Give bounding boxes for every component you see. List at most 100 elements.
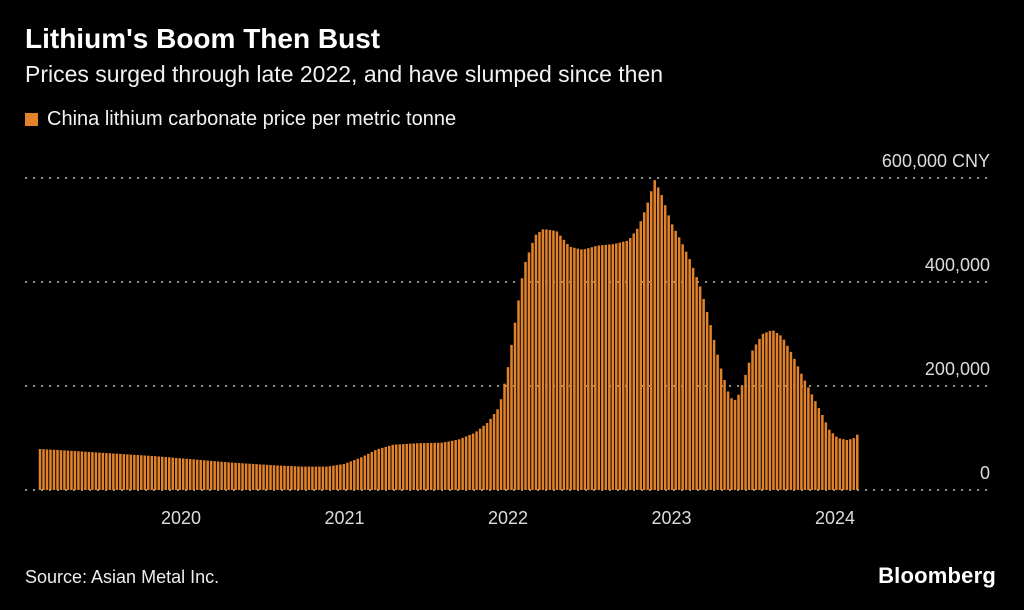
price-bar: [216, 461, 220, 490]
price-bar: [517, 300, 520, 490]
price-bar: [374, 450, 377, 490]
price-bar: [545, 229, 548, 490]
price-bar: [91, 452, 94, 490]
price-bar: [719, 368, 723, 490]
price-bar: [705, 311, 709, 490]
price-bar: [580, 249, 583, 490]
price-bar: [684, 251, 688, 490]
price-bar: [573, 247, 576, 490]
price-bar: [318, 466, 321, 490]
price-bar: [485, 423, 489, 490]
price-bar: [181, 458, 185, 490]
price-bar: [419, 443, 422, 490]
price-bar: [174, 457, 178, 490]
price-bar: [147, 455, 150, 490]
price-bar: [258, 464, 262, 490]
price-bar: [433, 442, 436, 490]
price-bar: [503, 383, 506, 490]
price-bar: [401, 444, 405, 490]
legend-swatch-icon: [25, 113, 38, 126]
price-bar: [761, 333, 765, 490]
price-bar: [726, 391, 730, 490]
price-bar: [782, 339, 786, 490]
price-bar: [789, 351, 793, 490]
price-bar: [356, 458, 360, 490]
price-bar: [178, 458, 181, 490]
price-bar: [311, 466, 314, 490]
price-bar: [391, 444, 395, 490]
price-bar: [475, 431, 478, 490]
price-bar: [237, 463, 241, 490]
price-bar: [202, 460, 206, 490]
price-bar: [831, 433, 835, 490]
price-bar: [426, 442, 429, 490]
price-bar: [300, 466, 304, 490]
price-bar: [838, 438, 842, 490]
price-bar: [552, 230, 555, 490]
price-bar: [332, 465, 335, 490]
price-bar: [213, 461, 216, 490]
price-bar: [723, 380, 726, 490]
price-bar: [398, 444, 402, 490]
price-bars: [38, 180, 859, 490]
price-bar: [241, 463, 244, 490]
price-bar: [803, 380, 807, 490]
gridline: [25, 281, 990, 283]
price-bar: [220, 461, 223, 490]
price-bar: [272, 465, 276, 490]
price-bar: [325, 466, 328, 490]
price-bar: [681, 244, 684, 490]
price-bar: [307, 466, 311, 490]
price-bar: [807, 387, 810, 490]
price-bar: [461, 437, 464, 490]
price-bar: [346, 462, 349, 490]
bloomberg-logo: Bloomberg: [878, 563, 996, 588]
price-bar: [150, 455, 154, 490]
gridline: [25, 177, 990, 179]
price-bar: [712, 339, 716, 490]
price-bar: [388, 445, 391, 490]
price-bar: [45, 449, 49, 490]
legend-label: China lithium carbonate price per metric…: [47, 108, 457, 130]
price-bar: [115, 453, 119, 490]
price-bar: [164, 457, 167, 490]
price-bar: [513, 322, 517, 490]
price-bar: [559, 235, 562, 490]
y-axis-label: 400,000: [924, 255, 990, 275]
price-bar: [63, 450, 66, 490]
price-bar: [538, 232, 541, 490]
price-bar: [262, 464, 265, 490]
price-bar: [105, 453, 108, 490]
price-bar: [171, 457, 174, 490]
price-bar: [335, 465, 339, 490]
price-bar: [377, 448, 381, 490]
price-bar: [663, 205, 667, 490]
price-bar: [754, 344, 758, 490]
price-bar: [611, 244, 615, 490]
x-axis-label: 2024: [814, 508, 856, 528]
y-axis-label: 600,000 CNY: [881, 151, 990, 171]
price-bar: [576, 248, 580, 490]
price-bar: [70, 450, 73, 490]
price-bar: [751, 350, 754, 490]
price-bar: [527, 252, 531, 490]
price-bar: [566, 243, 569, 490]
price-bar: [381, 447, 384, 490]
price-bar: [765, 332, 768, 490]
price-bar: [192, 459, 195, 490]
price-bar: [199, 459, 202, 490]
price-bar: [206, 460, 209, 490]
price-bar: [531, 242, 534, 490]
price-bar: [642, 212, 646, 490]
price-bar: [84, 451, 87, 490]
price-bar: [496, 409, 499, 490]
price-bar: [660, 195, 663, 490]
price-bar: [608, 244, 611, 490]
price-bar: [457, 439, 461, 490]
price-bar: [440, 442, 443, 490]
price-bar: [478, 428, 482, 490]
price-bar: [101, 452, 105, 490]
price-bar: [415, 443, 419, 490]
price-bar: [230, 462, 234, 490]
price-bar: [251, 463, 255, 490]
